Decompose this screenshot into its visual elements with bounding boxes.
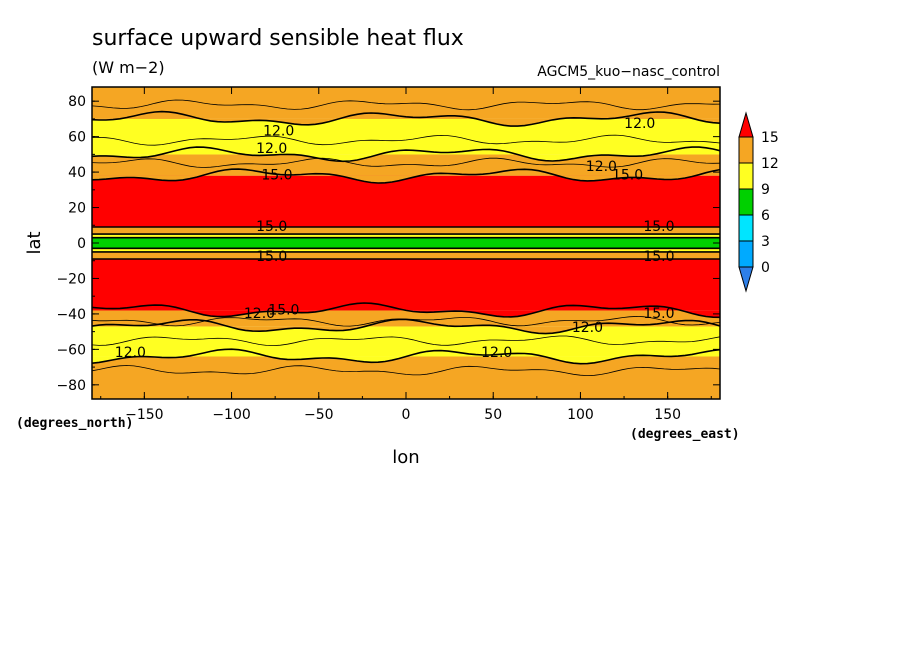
y-axis-label: lat	[24, 231, 45, 254]
y-tick-label: −60	[56, 342, 86, 358]
contour-label: 12.0	[263, 123, 294, 139]
plot-area	[92, 87, 720, 399]
contour-line-thin	[92, 99, 720, 111]
contour-label: 12.0	[572, 320, 603, 336]
band-6_9	[92, 237, 720, 249]
colorbar-label: 3	[761, 234, 770, 250]
contour-line	[92, 348, 720, 365]
chart-title: surface upward sensible heat flux	[92, 26, 464, 51]
x-tick-label: −150	[125, 407, 163, 423]
contour-line	[92, 146, 720, 163]
band-above_15	[92, 175, 720, 228]
band-9_12	[92, 248, 720, 252]
contour-line-thin	[92, 134, 720, 146]
contour-line	[92, 110, 720, 127]
y-tick-label: 20	[68, 201, 86, 217]
contour-label: 15.0	[256, 219, 287, 235]
contour-line	[92, 302, 720, 319]
y-tick-label: −40	[56, 307, 86, 323]
band-12_15	[92, 251, 720, 259]
x-tick-label: −100	[212, 407, 250, 423]
contour-label: 15.0	[643, 249, 674, 265]
y-axis-units: (degrees_north)	[16, 416, 133, 431]
colorbar-segment	[738, 136, 754, 164]
y-tick-label: 0	[77, 236, 86, 252]
contour-label: 15.0	[643, 219, 674, 235]
contour-line-thin	[92, 157, 720, 168]
contour-label: 15.0	[643, 306, 674, 322]
contour-label: 12.0	[624, 116, 655, 132]
x-tick-label: −50	[304, 407, 334, 423]
colorbar-label: 9	[761, 182, 770, 198]
contour-line	[92, 168, 720, 184]
x-tick-label: 100	[567, 407, 594, 423]
contour-line-thin	[92, 365, 720, 377]
contour-label: 12.0	[244, 306, 275, 322]
band-edge-fill	[92, 111, 720, 127]
contour-label: 15.0	[612, 168, 643, 184]
x-axis: −150 −100 −50 0 50 100 150	[100, 87, 712, 423]
band-edge-fill	[92, 169, 720, 183]
band-12_15	[92, 310, 720, 327]
y-tick-label: 40	[68, 165, 86, 181]
band-9_12	[92, 234, 720, 238]
band-9_12	[92, 326, 720, 357]
band-above_15	[92, 258, 720, 311]
contour-label: 12.0	[586, 159, 617, 175]
x-tick-label: 0	[402, 407, 411, 423]
band-edge-fill	[92, 349, 720, 364]
colorbar-segment	[738, 214, 754, 242]
contour-line-thin	[92, 315, 720, 327]
x-axis-units: (degrees_east)	[630, 427, 740, 442]
colorbar-label: 0	[761, 260, 770, 276]
contour-labels: 12.012.012.012.015.0 15.015.0 15.015.0 15.0…	[115, 116, 675, 361]
y-tick-label: 80	[68, 94, 86, 110]
contour-label: 12.0	[256, 141, 287, 157]
colorbar-bottom-arrow	[738, 266, 754, 293]
colorbar-segment	[738, 188, 754, 216]
contour-label: 12.0	[115, 345, 146, 361]
y-tick-label: −80	[56, 378, 86, 394]
x-tick-label: 50	[484, 407, 502, 423]
colorbar-label: 6	[761, 208, 770, 224]
y-tick-label: 60	[68, 130, 86, 146]
colorbar: 15 12 9 6 3 0	[738, 111, 779, 293]
filled-bands	[92, 87, 720, 399]
contour-line	[92, 318, 720, 335]
contour-lines	[92, 99, 720, 377]
band-edge-fill	[92, 147, 720, 162]
contour-line-thin	[92, 335, 720, 347]
colorbar-segment	[738, 240, 754, 268]
x-tick-label: 150	[654, 407, 681, 423]
band-12_15	[92, 356, 720, 399]
x-axis-label: lon	[392, 447, 419, 468]
contour-label: 15.0	[256, 249, 287, 265]
contour-label: 15.0	[261, 168, 292, 184]
y-axis: −80 −60 −40 −20 0 20 40 60 80	[56, 94, 720, 394]
y-tick-label: −20	[56, 271, 86, 287]
chart-units: (W m−2)	[92, 58, 165, 77]
contour-label: 15.0	[268, 302, 299, 318]
colorbar-top-arrow	[738, 111, 754, 138]
colorbar-label: 12	[761, 156, 779, 172]
band-12_15	[92, 227, 720, 235]
model-name: AGCM5_kuo−nasc_control	[537, 64, 720, 80]
colorbar-label: 15	[761, 130, 779, 146]
contour-label: 12.0	[481, 345, 512, 361]
colorbar-segment	[738, 162, 754, 190]
